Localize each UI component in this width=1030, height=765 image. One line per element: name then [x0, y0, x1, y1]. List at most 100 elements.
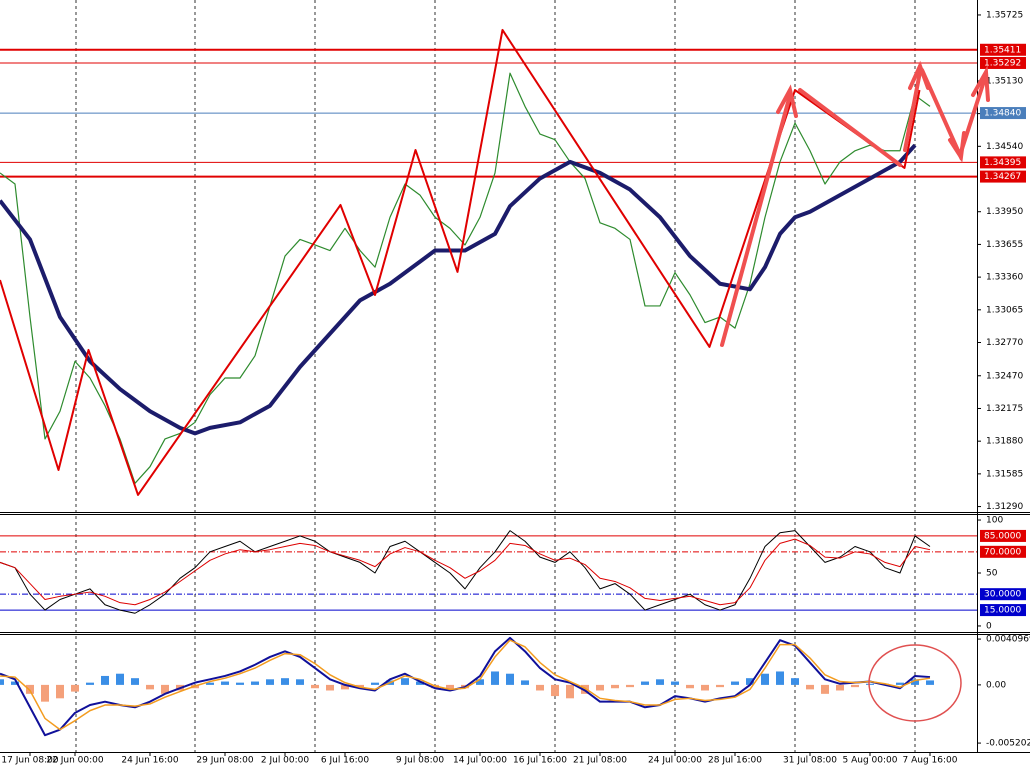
- histogram-bar: [701, 684, 709, 691]
- annotation-circle: [868, 644, 962, 722]
- histogram-bar: [251, 681, 259, 685]
- histogram-bar: [161, 684, 169, 694]
- x-tick-label: 5 Aug 00:00: [843, 756, 898, 765]
- histogram-bar: [656, 679, 664, 685]
- histogram-bar: [926, 680, 934, 685]
- x-tick-label: 24 Jul 00:00: [648, 756, 702, 765]
- level-label-box: [980, 156, 1026, 169]
- histogram-bar: [11, 681, 19, 685]
- x-tick-label: 28 Jul 16:00: [708, 756, 762, 765]
- histogram-bar: [746, 678, 754, 685]
- x-tick-label: 14 Jul 00:00: [453, 756, 507, 765]
- histogram-bar: [416, 681, 424, 685]
- y-tick-label: -0.005202: [986, 739, 1030, 749]
- histogram-bar: [371, 682, 379, 685]
- histogram-bar: [311, 684, 319, 689]
- x-tick-label: 24 Jun 16:00: [121, 756, 178, 765]
- y-tick-label: 1.33360: [986, 273, 1023, 283]
- histogram-bar: [716, 684, 724, 688]
- series-line: [0, 538, 931, 606]
- x-tick-label: 7 Aug 16:00: [903, 756, 958, 765]
- x-tick-label: 21 Jul 08:00: [573, 756, 627, 765]
- level-label-box: [980, 107, 1026, 120]
- histogram-bar: [671, 681, 679, 685]
- histogram-bar: [596, 684, 604, 691]
- histogram-bar: [281, 678, 289, 685]
- histogram-bar: [401, 678, 409, 685]
- y-tick-label: 50: [986, 569, 998, 579]
- histogram-bar: [611, 684, 619, 689]
- series-line: [0, 28, 921, 496]
- histogram-bar: [506, 673, 514, 685]
- histogram-bar: [866, 683, 874, 685]
- histogram-bar: [131, 678, 139, 685]
- histogram-bar: [26, 684, 34, 694]
- histogram-bar: [236, 682, 244, 685]
- y-tick-label: 1.33065: [986, 305, 1023, 315]
- annotation-arrows: [720, 60, 990, 347]
- histogram-bar: [446, 684, 454, 691]
- histogram-bar: [356, 684, 364, 688]
- histogram-bar: [56, 684, 64, 699]
- level-label-box: [980, 56, 1026, 69]
- y-tick-label: 0.00: [986, 680, 1006, 690]
- histogram-bar: [206, 682, 214, 685]
- histogram-bar: [116, 673, 124, 685]
- y-tick-label: 1.35130: [986, 76, 1023, 86]
- histogram-bar: [551, 684, 559, 697]
- x-tick-label: 6 Jul 16:00: [321, 756, 370, 765]
- histogram-bar: [896, 682, 904, 685]
- series-line: [0, 636, 931, 737]
- series-line: [0, 72, 931, 484]
- histogram-bar: [911, 679, 919, 685]
- level-label: 1.34840: [984, 109, 1021, 119]
- histogram-bar: [776, 671, 784, 685]
- histogram-bar: [731, 681, 739, 685]
- level-label: 1.35411: [984, 45, 1021, 55]
- series-line: [0, 143, 917, 436]
- y-tick-label: 1.31880: [986, 437, 1023, 447]
- histogram-bar: [836, 684, 844, 691]
- histogram-bar: [146, 684, 154, 690]
- histogram-bar: [821, 684, 829, 694]
- y-tick-label: 100: [986, 516, 1003, 526]
- y-tick-label: 1.33950: [986, 207, 1023, 217]
- session-separators: [75, 0, 916, 752]
- histogram-bar: [791, 678, 799, 685]
- level-label-box: [980, 529, 1026, 542]
- level-label-box: [980, 588, 1026, 601]
- y-tick-label: 1.31585: [986, 469, 1023, 479]
- histogram-bar: [521, 680, 529, 685]
- histogram-bar: [266, 679, 274, 685]
- histogram-bar: [41, 684, 49, 702]
- histogram-bar: [686, 684, 694, 689]
- x-tick-label: 2 Jul 00:00: [261, 756, 310, 765]
- histogram-bar: [476, 679, 484, 685]
- histogram-bar: [296, 679, 304, 685]
- level-label: 1.34395: [984, 158, 1021, 168]
- histogram-bar: [851, 684, 859, 688]
- histogram-bar: [536, 684, 544, 691]
- y-tick-label: 1.34540: [986, 142, 1023, 152]
- y-tick-label: 1.35725: [986, 10, 1023, 20]
- histogram-bar: [326, 684, 334, 691]
- x-tick-label: 16 Jul 16:00: [513, 756, 567, 765]
- histogram-bar: [806, 684, 814, 690]
- histogram-bar: [86, 682, 94, 685]
- y-tick-label: 1.32470: [986, 371, 1023, 381]
- series-line: [0, 639, 931, 731]
- histogram-bar: [71, 684, 79, 692]
- y-tick-label: 1.33655: [986, 240, 1023, 250]
- histogram-bar: [101, 675, 109, 685]
- y-tick-label: 0.0040969: [986, 635, 1030, 645]
- histogram-bar: [641, 681, 649, 685]
- level-label: 30.0000: [984, 590, 1021, 600]
- histogram-bar: [566, 684, 574, 699]
- y-tick-label: 1.31290: [986, 502, 1023, 512]
- level-label: 15.0000: [984, 606, 1021, 616]
- y-tick-label: 0: [986, 621, 992, 631]
- level-label-box: [980, 604, 1026, 617]
- level-label-box: [980, 170, 1026, 183]
